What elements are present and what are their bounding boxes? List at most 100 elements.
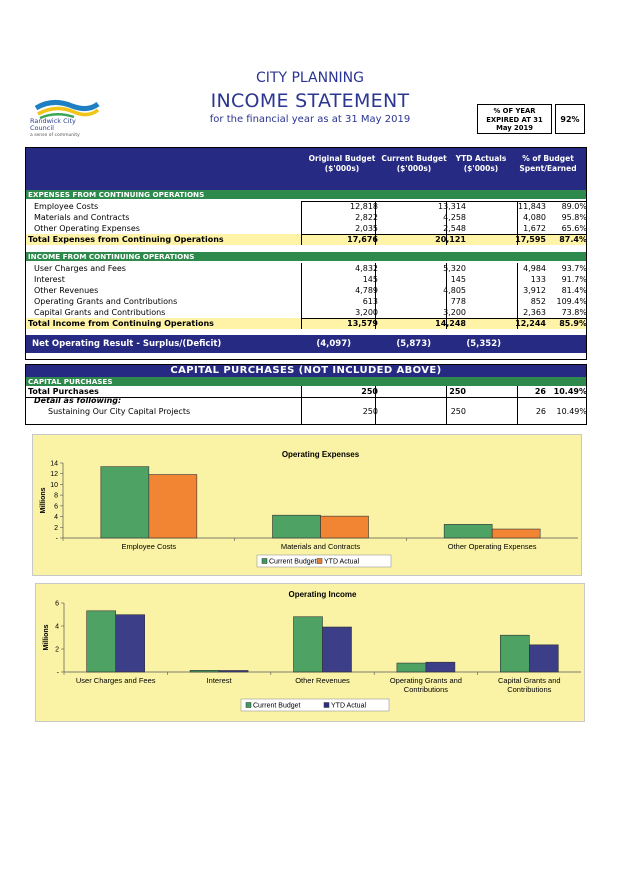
bar-current-budget (443, 524, 493, 539)
council-logo (34, 100, 100, 120)
expense-row-pct: 95.8% (561, 213, 587, 222)
expenses-total-row-label: Total Expenses from Continuing Operation… (28, 235, 224, 244)
y-tick-label: 2 (55, 647, 59, 654)
y-tick-label: 4 (55, 624, 59, 631)
expense-row-current: 4,258 (443, 213, 466, 222)
income-section-header: INCOME FROM CONTINUING OPERATIONS (26, 252, 586, 261)
capital-detail-ytd: 26 (535, 407, 546, 416)
bar-ytd-actual (528, 644, 559, 673)
capital-detail-current: 250 (362, 407, 378, 416)
legend-label: YTD Actual (324, 559, 359, 566)
bar-current-budget (272, 514, 321, 539)
income-row-pct: 93.7% (561, 264, 587, 273)
expense-row-label: Employee Costs (34, 202, 99, 211)
income-row-ytd: 4,984 (523, 264, 546, 273)
year-expired-label: % OF YEAR EXPIRED AT 31 May 2019 (477, 104, 552, 134)
page-title: INCOME STATEMENT (210, 90, 410, 112)
bar-ytd-actual (491, 528, 541, 539)
capital-detail-alt: 250 (450, 407, 466, 416)
page-subtitle: for the financial year as at 31 May 2019 (209, 114, 411, 125)
y-tick-label: 2 (54, 525, 58, 532)
expense-row: Materials and Contracts 2,822 4,258 4,080 95… (26, 212, 587, 223)
expense-row-current: 13,314 (438, 202, 466, 211)
department-title: CITY PLANNING (256, 70, 364, 86)
y-axis-label: Millions (43, 624, 50, 650)
legend (256, 554, 392, 568)
income-row: Other Revenues 4,789 4,805 3,912 81.4% (26, 285, 587, 296)
capital-purchases-table: CAPITAL PURCHASES (NOT INCLUDED ABOVE) C… (25, 364, 587, 425)
capital-detail-name: Sustaining Our City Capital Projects (48, 407, 191, 416)
expense-row-label: Other Operating Expenses (34, 224, 140, 233)
legend-swatch (316, 558, 323, 564)
income-row-pct: 81.4% (561, 286, 587, 295)
income-row-label: Other Revenues (34, 286, 99, 295)
net-ytd: (5,352) (466, 339, 501, 349)
legend-swatch (323, 702, 330, 708)
chart-title: Operating Income (288, 590, 357, 599)
x-tick-label: Operating Grants and Contributions (390, 676, 462, 694)
income-row-label: User Charges and Fees (34, 264, 126, 273)
income-row-ytd: 2,363 (523, 308, 546, 317)
legend-swatch (261, 558, 268, 564)
income-row-ytd: 133 (530, 275, 546, 284)
income-row-ytd: 852 (530, 297, 546, 306)
expenses-total-row: Total Expenses from Continuing Operation… (26, 234, 587, 245)
income-total-row-current: 14,248 (435, 319, 466, 328)
expense-row-pct: 65.6% (561, 224, 587, 233)
income-row-current: 4,805 (443, 286, 466, 295)
x-tick-label: Employee Costs (122, 542, 177, 551)
col-pct-budget: % of Budget Spent/Earned (519, 154, 577, 173)
y-tick-label: - (57, 670, 60, 677)
y-tick-label: 4 (54, 514, 58, 521)
income-row-label: Interest (34, 275, 65, 284)
income-row: Operating Grants and Contributions 613 778… (26, 296, 587, 307)
table-header: Original Budget ($'000s) Current Budget … (26, 148, 586, 190)
income-row-original: 145 (362, 275, 378, 284)
expense-row-ytd: 1,672 (523, 224, 546, 233)
expenses-total-row-current: 20,121 (435, 235, 466, 244)
bar-current-budget (86, 610, 117, 673)
y-tick-label: 10 (50, 482, 58, 489)
bar-ytd-actual (320, 515, 369, 539)
net-current: (5,873) (396, 339, 431, 349)
capital-total-pct: 10.49% (553, 387, 587, 396)
income-row-pct: 109.4% (556, 297, 587, 306)
expense-row-ytd: 11,843 (518, 202, 546, 211)
income-total-row-ytd: 12,244 (515, 319, 546, 328)
net-operating-result: Net Operating Result - Surplus/(Deficit)… (26, 335, 586, 353)
income-row: User Charges and Fees 4,832 5,320 4,984 93.7… (26, 263, 587, 274)
bar-current-budget (189, 670, 220, 673)
income-row-original: 4,789 (355, 286, 378, 295)
income-statement-table: Original Budget ($'000s) Current Budget … (25, 147, 587, 360)
x-tick-label: Materials and Contracts (281, 542, 360, 551)
income-row-pct: 73.8% (561, 308, 587, 317)
expense-row: Other Operating Expenses 2,035 2,548 1,672 6… (26, 223, 587, 234)
expense-row: Employee Costs 12,818 13,314 11,843 89.0% (26, 201, 587, 212)
capital-total-current: 250 (361, 387, 378, 396)
income-row-label: Capital Grants and Contributions (34, 308, 166, 317)
capital-total-ytd: 26 (534, 387, 546, 396)
y-tick-label: - (56, 536, 59, 543)
expenses-total-row-ytd: 17,595 (515, 235, 546, 244)
operating-income-svg: Operating Income Millions - 2 4 6 User Charges… (43, 590, 581, 712)
x-tick-label: Interest (207, 676, 233, 685)
bar-ytd-actual (115, 614, 145, 673)
capital-total-alt: 250 (449, 387, 466, 396)
income-row-original: 613 (362, 297, 378, 306)
income-row-original: 3,200 (355, 308, 378, 317)
operating-income-chart: Operating Income Millions - 2 4 6 User Charges… (35, 583, 585, 722)
bar-current-budget (293, 616, 323, 673)
chart-title: Operating Expenses (282, 450, 360, 459)
income-row: Capital Grants and Contributions 3,200 3,2… (26, 307, 587, 318)
expenses-total-row-original: 17,676 (347, 235, 378, 244)
income-row-pct: 91.7% (561, 275, 587, 284)
col-current-budget: Current Budget ($'000s) (381, 154, 447, 173)
legend-label: Current Budget (269, 559, 317, 566)
expense-row-pct: 89.0% (561, 202, 587, 211)
x-tick-label: User Charges and Fees (76, 676, 156, 685)
capital-total-row: Total Purchases 250 250 26 10.49% (26, 386, 587, 397)
net-label: Net Operating Result - Surplus/(Deficit) (32, 339, 222, 349)
income-row-label: Operating Grants and Contributions (34, 297, 178, 306)
operating-expenses-chart: Operating Expenses Millions - 2 4 6 8 10 12 14 Emp… (32, 434, 582, 576)
legend-label: Current Budget (253, 703, 301, 710)
